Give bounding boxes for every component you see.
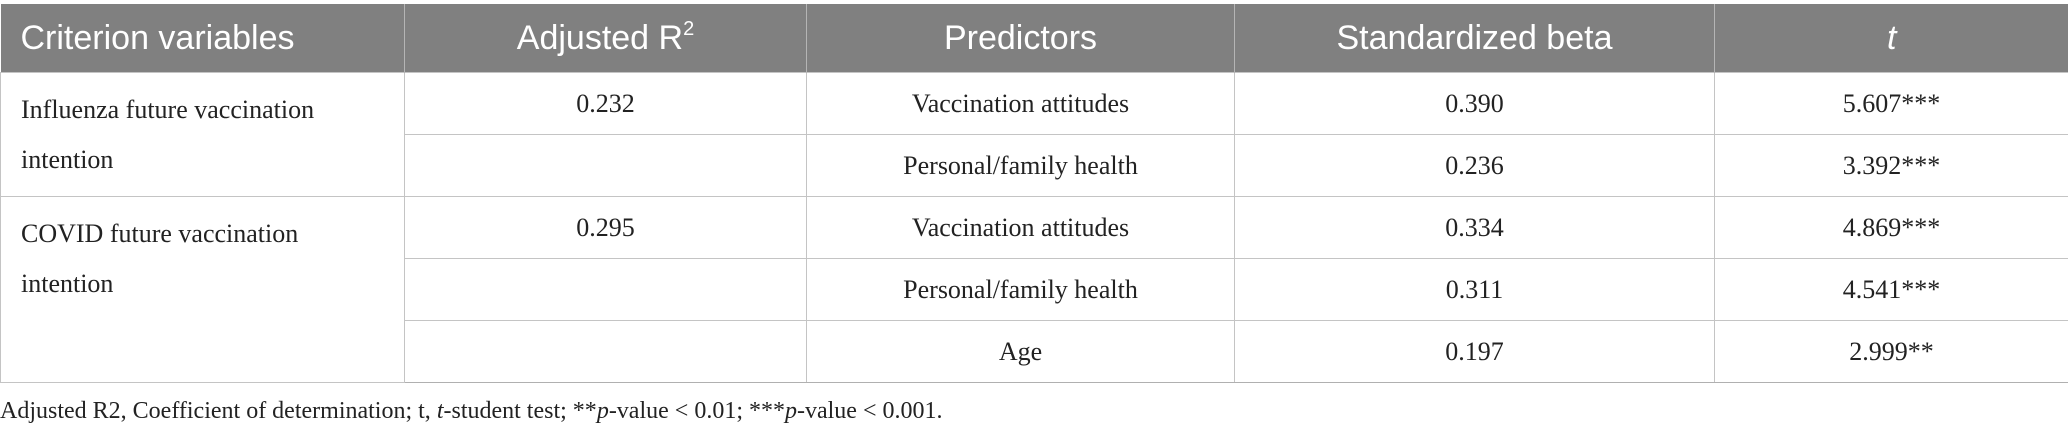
table-row: Age 0.197 2.999** (1, 320, 2068, 383)
beta-cell: 0.197 (1234, 320, 1715, 383)
predictor-cell: Vaccination attitudes (806, 72, 1235, 135)
table-container: Criterion variables Adjusted R2 Predicto… (0, 4, 2068, 383)
t-cell: 5.607*** (1714, 72, 2068, 135)
table-row: COVID future vaccination intention 0.295… (0, 196, 2068, 383)
predictor-cell: Vaccination attitudes (806, 196, 1235, 259)
header-criterion: Criterion variables (0, 4, 405, 73)
predictor-cell: Personal/family health (806, 258, 1235, 321)
header-adjusted-r2-text: Adjusted R (516, 18, 684, 57)
footnote-text: -value < 0.001. (796, 398, 943, 424)
footnote-italic-p: p (596, 398, 609, 424)
footnote-text: -value < 0.01; *** (608, 398, 785, 424)
table-footnote: Adjusted R2, Coefficient of determinatio… (0, 398, 942, 425)
adjusted-r2-cell-empty (404, 258, 807, 321)
beta-cell: 0.236 (1234, 134, 1715, 197)
beta-cell: 0.311 (1234, 258, 1715, 321)
t-cell: 3.392*** (1714, 134, 2068, 197)
adjusted-r2-cell: 0.295 (404, 196, 807, 259)
adjusted-r2-cell-empty (404, 134, 807, 197)
adjusted-r2-cell-empty (404, 320, 807, 383)
beta-cell: 0.334 (1234, 196, 1715, 259)
predictor-cell: Personal/family health (806, 134, 1235, 197)
t-cell: 2.999** (1714, 320, 2068, 383)
header-predictors: Predictors (806, 4, 1235, 73)
header-adjusted-r2: Adjusted R2 (404, 4, 807, 73)
footnote-italic-p: p (784, 398, 797, 424)
t-cell: 4.869*** (1714, 196, 2068, 259)
header-beta: Standardized beta (1234, 4, 1715, 73)
t-cell: 4.541*** (1714, 258, 2068, 321)
header-row: Criterion variables Adjusted R2 Predicto… (0, 4, 2068, 73)
footnote-italic-t: t (436, 398, 444, 424)
header-adjusted-r2-sup: 2 (683, 17, 695, 40)
criterion-cell: COVID future vaccination intention (0, 196, 405, 383)
header-t: t (1714, 4, 2068, 73)
footnote-text: Adjusted R2, Coefficient of determinatio… (0, 398, 437, 424)
adjusted-r2-cell: 0.232 (404, 72, 807, 135)
footnote-text: -student test; ** (443, 398, 597, 424)
beta-cell: 0.390 (1234, 72, 1715, 135)
regression-table: Criterion variables Adjusted R2 Predicto… (0, 4, 2068, 383)
predictor-cell: Age (806, 320, 1235, 383)
criterion-cell: Influenza future vaccination intention (0, 72, 405, 197)
table-row: Influenza future vaccination intention 0… (0, 72, 2068, 197)
